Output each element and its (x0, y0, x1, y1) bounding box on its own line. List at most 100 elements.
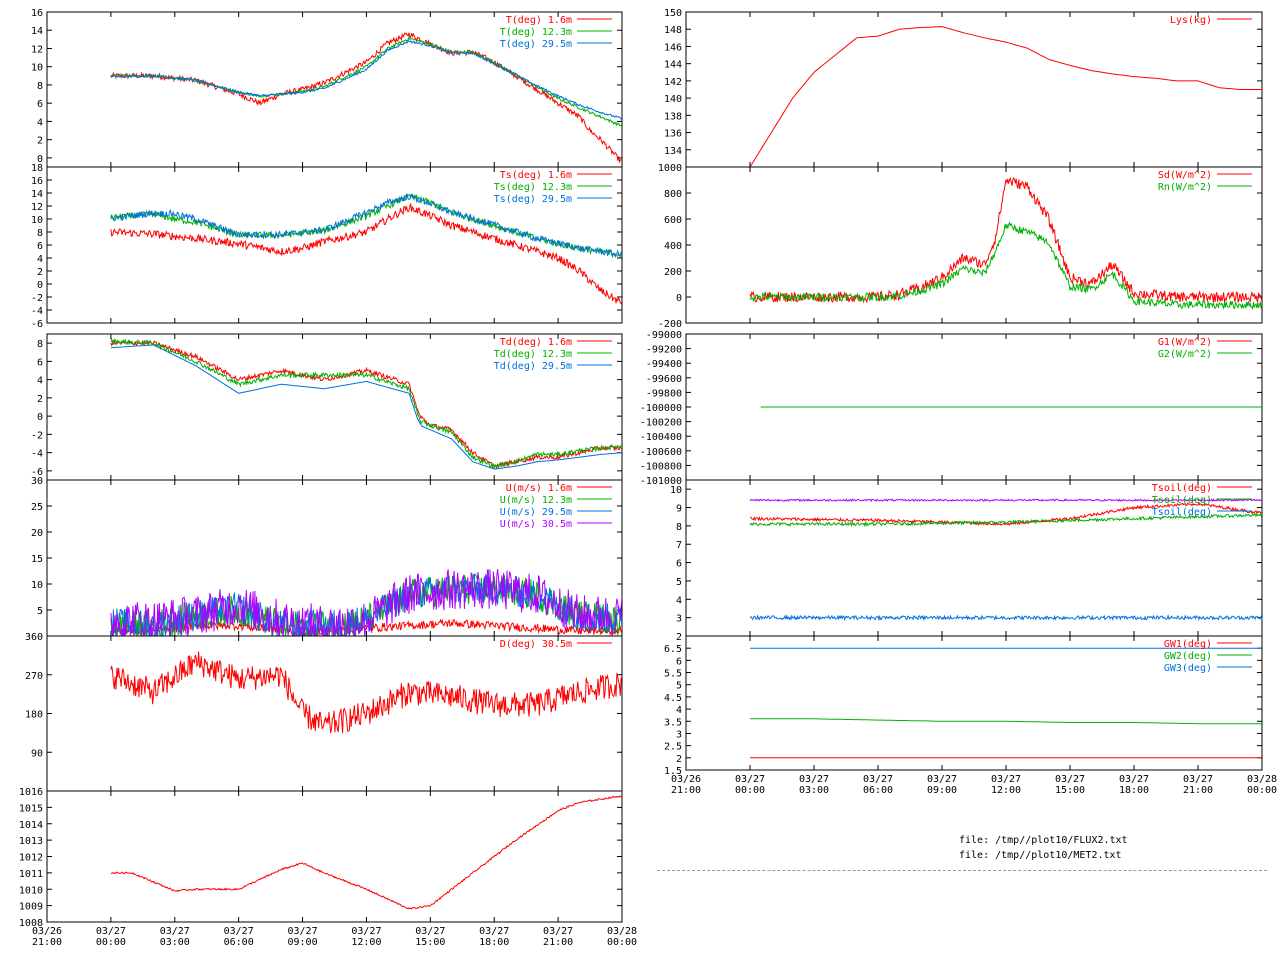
series-line-red (110, 651, 622, 734)
y-tick-label: 138 (664, 111, 682, 122)
y-tick-label: 0 (37, 412, 43, 423)
legend-label: Tsoil(deg) (1152, 507, 1212, 518)
y-tick-label: 2 (676, 632, 682, 643)
y-tick-label: -4 (31, 306, 43, 317)
y-tick-label: 0 (37, 154, 43, 165)
y-tick-label: 6 (37, 99, 43, 110)
legend-label: Ts(deg) 12.3m (494, 182, 572, 193)
x-tick-label: 00:00 (96, 937, 126, 948)
x-tick-label: 03/27 (927, 774, 957, 785)
y-tick-label: 6 (676, 559, 682, 570)
y-tick-label: 4 (676, 705, 682, 716)
series-line-purple (110, 569, 622, 636)
series-line-blue (749, 614, 1262, 622)
y-tick-label: 6 (37, 241, 43, 252)
x-tick-label: 03/27 (96, 926, 126, 937)
legend-label: GW3(deg) (1164, 663, 1212, 674)
y-tick-label: 14 (31, 26, 43, 37)
legend-label: U(m/s) 30.5m (500, 519, 572, 530)
x-axis-labels: 03/2621:0003/2700:0003/2703:0003/2706:00… (32, 926, 637, 948)
y-tick-label: 10 (670, 485, 682, 496)
y-tick-label: 600 (664, 215, 682, 226)
legend-label: T(deg) 12.3m (500, 27, 572, 38)
x-tick-label: 03/27 (543, 926, 573, 937)
x-tick-label: 21:00 (671, 785, 701, 796)
x-tick-label: 03/26 (671, 774, 701, 785)
x-tick-label: 21:00 (543, 937, 573, 948)
x-tick-label: 06:00 (224, 937, 254, 948)
y-tick-label: 150 (664, 8, 682, 19)
y-tick-label: 15 (31, 554, 43, 565)
y-tick-label: 7 (676, 540, 682, 551)
y-tick-label: 400 (664, 241, 682, 252)
x-tick-label: 09:00 (927, 785, 957, 796)
y-tick-label: -4 (31, 449, 43, 460)
series-line-red (110, 339, 622, 470)
x-tick-label: 12:00 (351, 937, 381, 948)
x-tick-label: 03/27 (1119, 774, 1149, 785)
y-tick-label: 12 (31, 44, 43, 55)
series-line-blue (110, 39, 622, 120)
y-tick-label: 10 (31, 580, 43, 591)
y-tick-label: 6 (676, 656, 682, 667)
series-line-red (110, 794, 622, 910)
y-tick-label: 2.5 (664, 742, 682, 753)
y-tick-label: 3.5 (664, 717, 682, 728)
x-tick-label: 03/28 (1247, 774, 1277, 785)
y-tick-label: -2 (31, 293, 43, 304)
y-tick-label: 5.5 (664, 669, 682, 680)
series-line-green (749, 221, 1262, 311)
file-path-met: file: /tmp//plot10/MET2.txt (959, 850, 1122, 861)
plot-frame (685, 635, 1263, 771)
series-line-green (749, 512, 1262, 528)
x-tick-label: 12:00 (991, 785, 1021, 796)
y-tick-label: 270 (25, 671, 43, 682)
y-tick-label: 1008 (19, 918, 43, 929)
y-tick-label: 4 (37, 117, 43, 128)
y-tick-label: 8 (37, 228, 43, 239)
y-tick-label: 144 (664, 60, 682, 71)
panel-dir: 90 180 270 360 D(deg) 30.5m (25, 632, 623, 792)
x-tick-label: 09:00 (288, 937, 318, 948)
y-tick-label: -100400 (640, 432, 682, 443)
y-tick-label: -100200 (640, 418, 682, 429)
legend-label: G2(W/m^2) (1158, 349, 1212, 360)
legend-label: Tsoil(deg) (1152, 483, 1212, 494)
legend-label: Lys(kg) (1170, 15, 1212, 26)
x-tick-label: 00:00 (607, 937, 637, 948)
x-tick-label: 00:00 (735, 785, 765, 796)
y-tick-label: 5 (676, 681, 682, 692)
legend-label: Td(deg) 12.3m (494, 349, 572, 360)
y-tick-label: -200 (658, 319, 682, 330)
legend-label: U(m/s) 12.3m (500, 495, 572, 506)
y-tick-label: 90 (31, 748, 43, 759)
y-tick-label: 6 (37, 357, 43, 368)
legend-label: D(deg) 30.5m (500, 639, 572, 650)
x-tick-label: 15:00 (1055, 785, 1085, 796)
dashed-separator (657, 870, 1267, 871)
y-tick-label: 20 (31, 528, 43, 539)
series-line-red (110, 202, 622, 306)
y-tick-label: 10 (31, 215, 43, 226)
y-tick-label: 360 (25, 632, 43, 643)
x-tick-label: 03/27 (351, 926, 381, 937)
y-tick-label: 8 (37, 81, 43, 92)
y-tick-label: 1010 (19, 885, 43, 896)
y-tick-label: 3 (676, 614, 682, 625)
x-tick-label: 03/27 (735, 774, 765, 785)
y-tick-label: -99800 (646, 388, 682, 399)
x-tick-label: 03/28 (607, 926, 637, 937)
y-tick-label: 148 (664, 25, 682, 36)
series-line-green (750, 718, 1262, 725)
x-tick-label: 03/27 (991, 774, 1021, 785)
legend-label: Td(deg) 1.6m (500, 337, 572, 348)
y-tick-label: 1013 (19, 836, 43, 847)
y-tick-label: 2 (37, 136, 43, 147)
legend-label: GW1(deg) (1164, 639, 1212, 650)
x-tick-label: 03/26 (32, 926, 62, 937)
y-tick-label: 16 (31, 176, 43, 187)
series-line-blue (110, 193, 622, 259)
y-tick-label: -99600 (646, 374, 682, 385)
